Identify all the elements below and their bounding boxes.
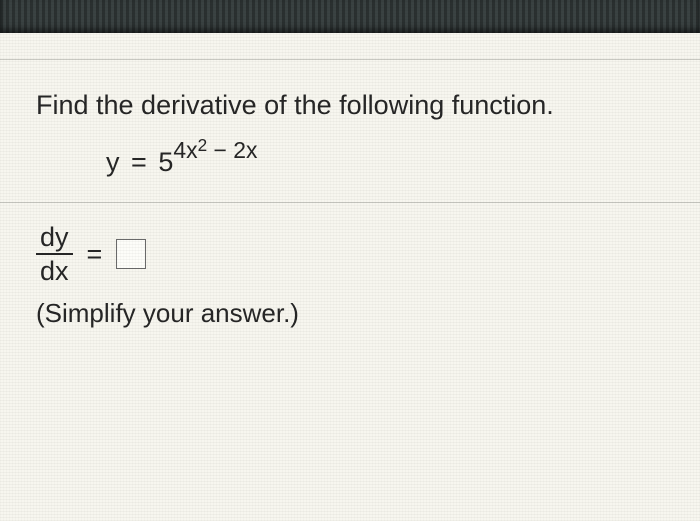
simplify-hint: (Simplify your answer.) (36, 298, 664, 329)
equals-sign: = (127, 147, 151, 177)
monitor-bezel (0, 0, 700, 33)
content-screen: Find the derivative of the following fun… (0, 33, 700, 521)
dy-dx-fraction: dy dx (36, 223, 73, 286)
derivative-equation: dy dx = (36, 223, 664, 286)
fraction-numerator: dy (36, 223, 73, 255)
exponent-coef: 4x (173, 137, 197, 163)
function-lhs: y (106, 147, 120, 177)
exponent-square: 2 (198, 135, 208, 155)
answer-equals: = (87, 239, 103, 270)
question-prompt: Find the derivative of the following fun… (36, 90, 664, 121)
question-area: Find the derivative of the following fun… (0, 60, 700, 202)
answer-area: dy dx = (Simplify your answer.) (0, 203, 700, 339)
exponent-tail: − 2x (207, 137, 257, 163)
function-base: 5 (158, 147, 173, 178)
function-exponent: 4x2 − 2x (173, 137, 257, 163)
fraction-denominator: dx (40, 255, 69, 285)
function-definition: y = 54x2 − 2x (36, 147, 664, 178)
answer-input-box[interactable] (116, 239, 146, 269)
